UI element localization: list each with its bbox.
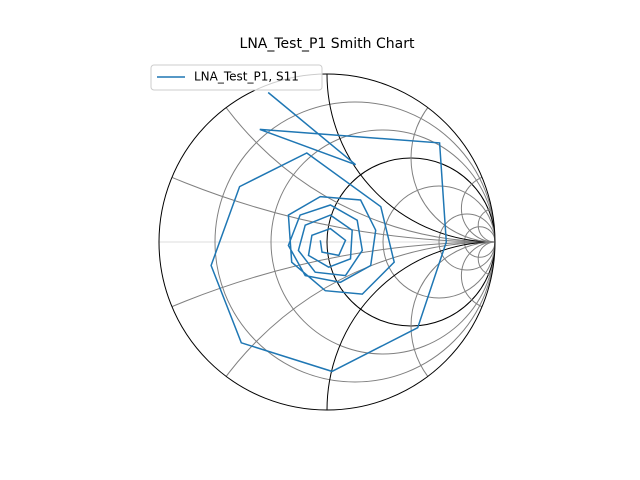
reactance-arc	[326, 241, 495, 410]
resistance-circle	[214, 101, 495, 383]
series-line	[210, 91, 448, 373]
legend: LNA_Test_P1, S11	[150, 64, 323, 91]
reactance-arc	[410, 74, 495, 243]
chart-title: LNA_Test_P1 Smith Chart	[240, 36, 415, 52]
resistance-circle	[438, 213, 495, 271]
legend-box	[150, 64, 323, 91]
reactance-arc	[410, 241, 495, 410]
reactance-arc	[477, 207, 495, 243]
unit-circle	[158, 73, 496, 411]
resistance-circle	[270, 129, 495, 355]
reactance-arc	[477, 241, 495, 277]
legend-label: LNA_Test_P1, S11	[194, 70, 299, 84]
reactance-arc	[159, 241, 495, 410]
resistance-circle	[382, 185, 495, 299]
